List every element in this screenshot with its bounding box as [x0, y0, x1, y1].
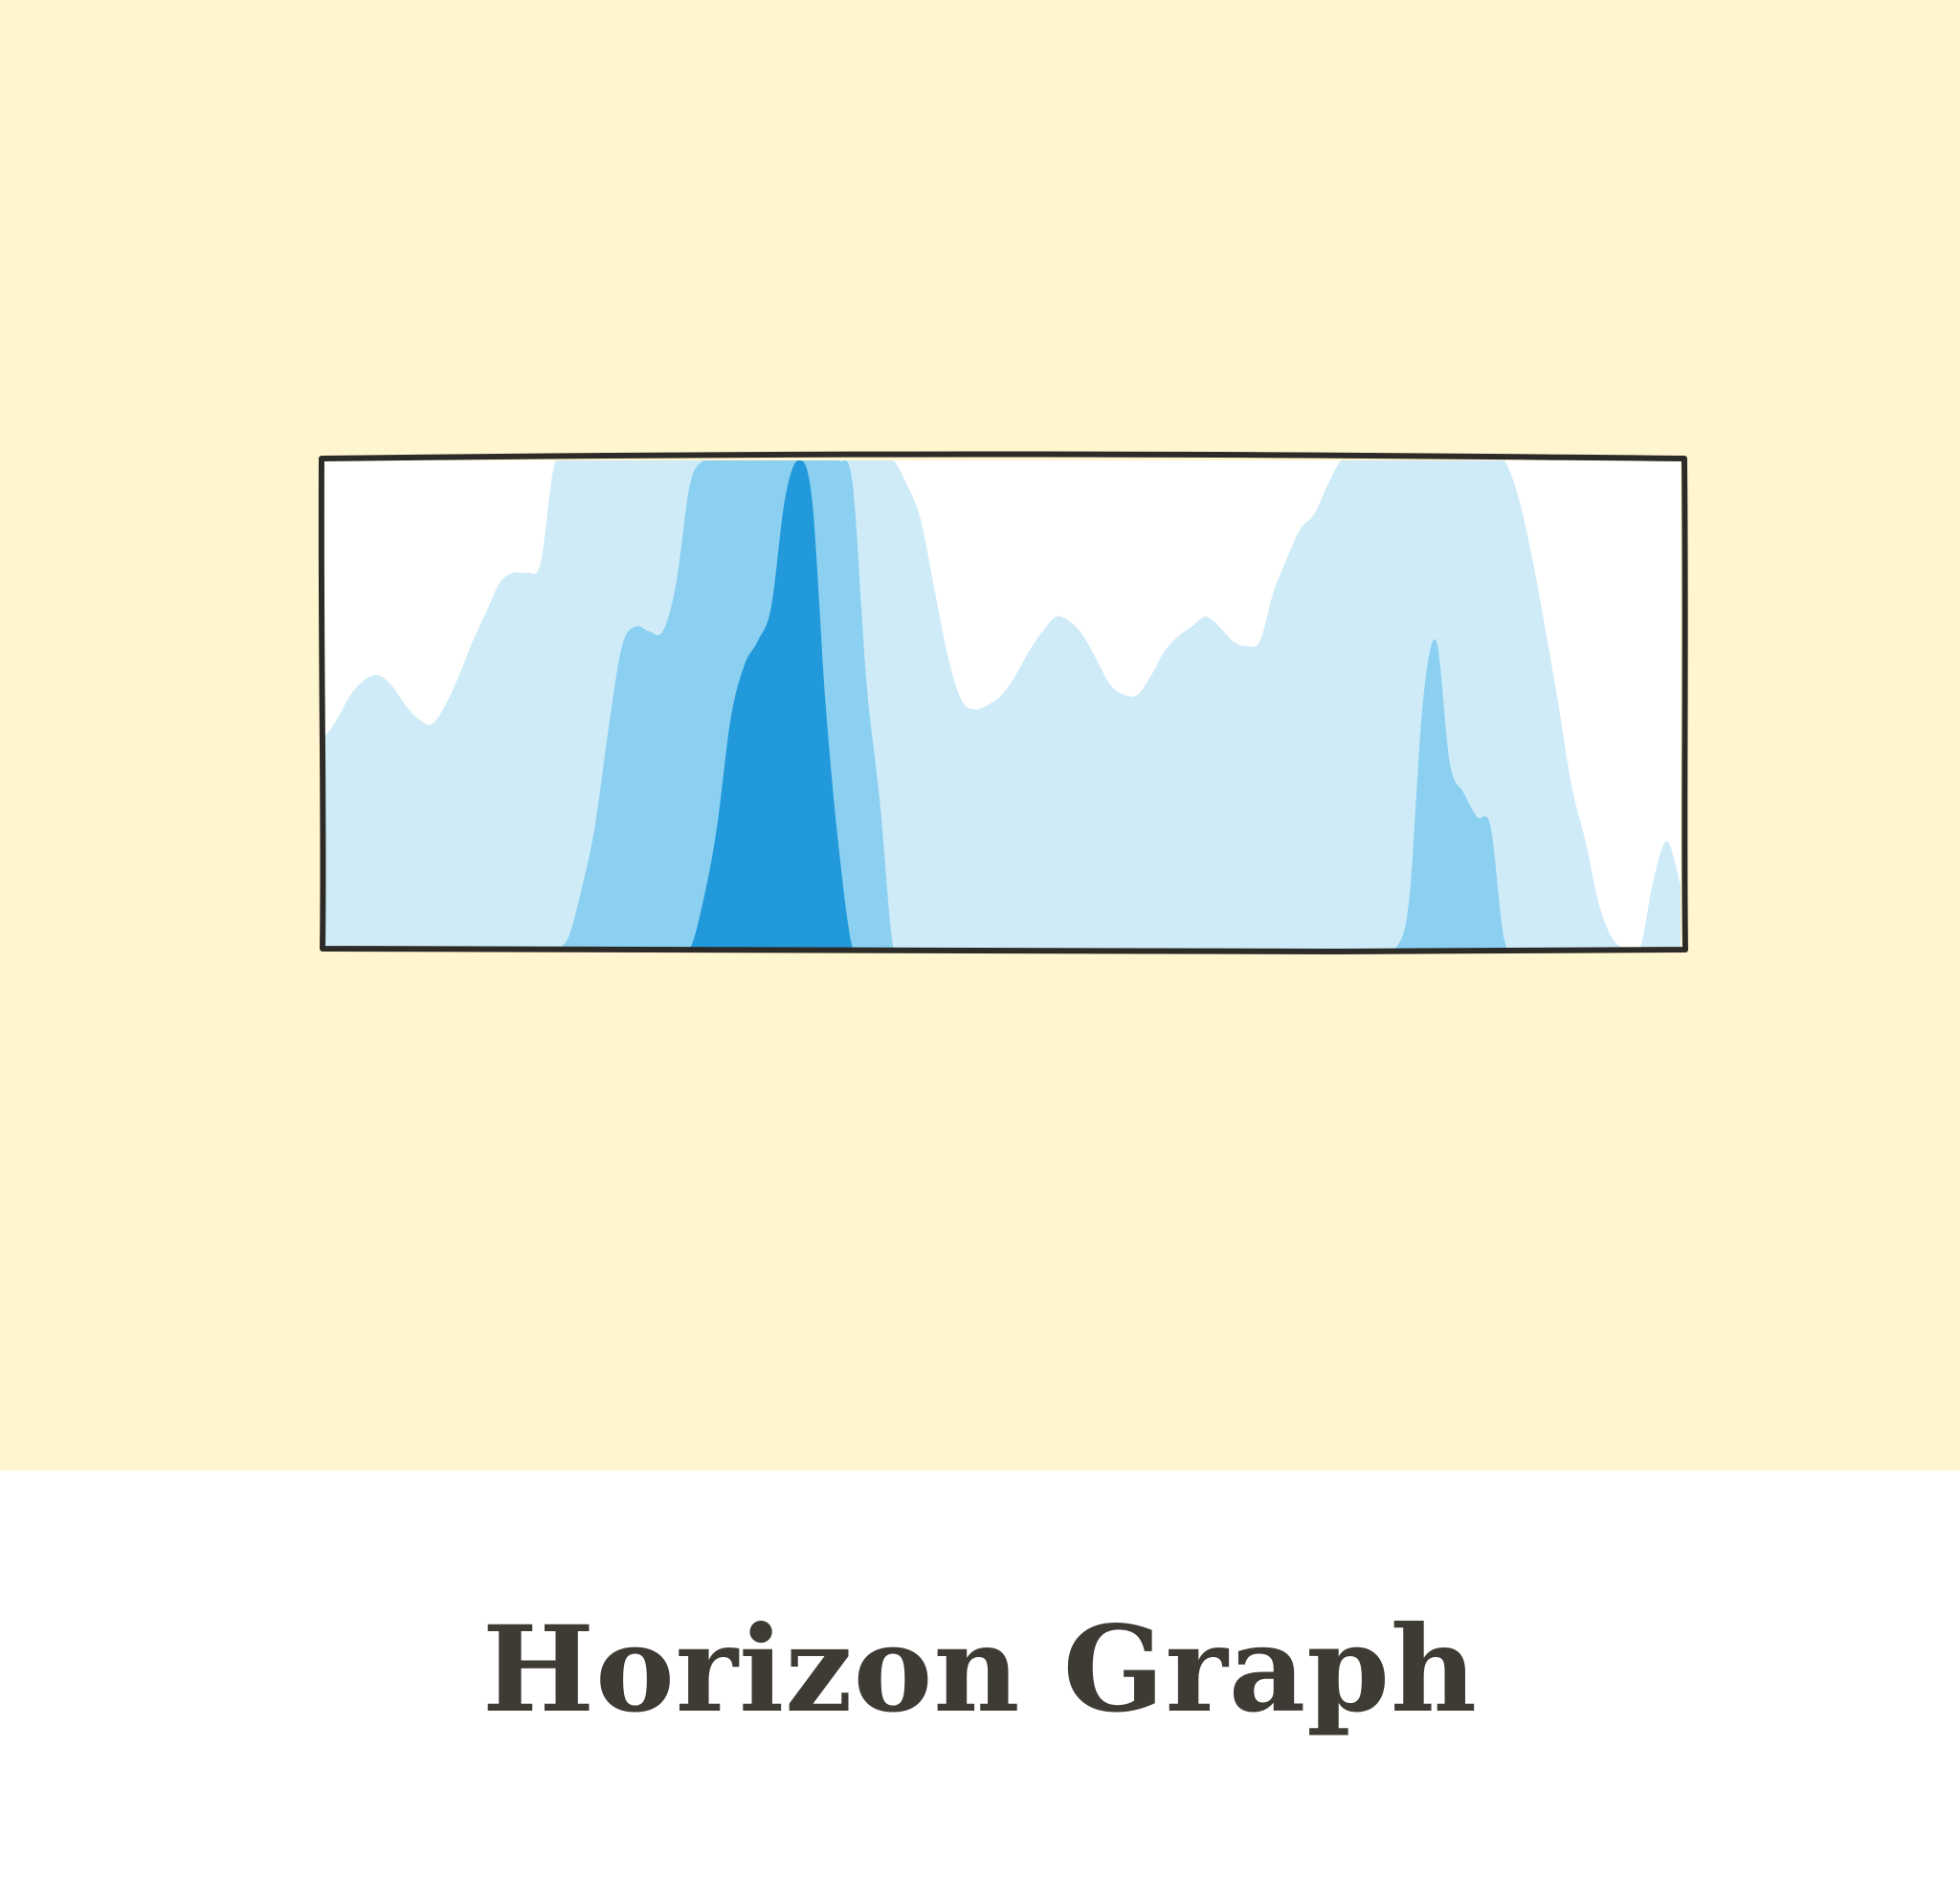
chart-canvas [0, 0, 1960, 1470]
band-layers [323, 460, 1681, 949]
horizon-graph [318, 451, 1688, 955]
chart-caption: Horizon Graph [481, 1600, 1479, 1739]
horizon-band-2 [323, 460, 1681, 949]
caption-area: Horizon Graph [0, 1470, 1960, 1882]
chart-frame [318, 451, 1688, 955]
